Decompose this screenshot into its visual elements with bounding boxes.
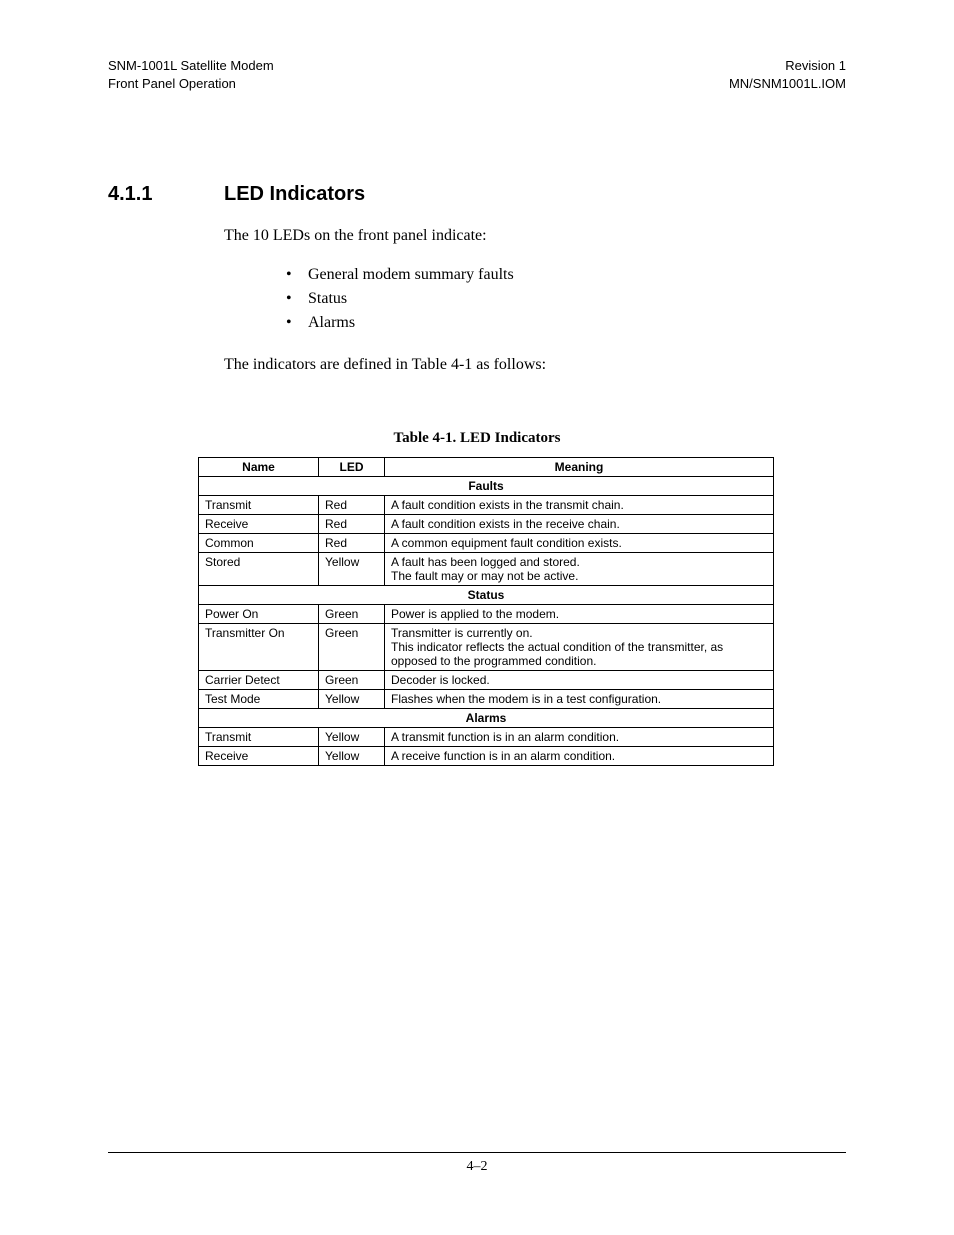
- header-revision: Revision 1: [729, 57, 846, 75]
- table-section-title: Alarms: [199, 708, 774, 727]
- cell-name: Transmit: [199, 727, 319, 746]
- cell-name: Common: [199, 533, 319, 552]
- header-left: SNM-1001L Satellite Modem Front Panel Op…: [108, 57, 274, 93]
- table-header-row: Name LED Meaning: [199, 457, 774, 476]
- led-indicators-table: Name LED Meaning FaultsTransmitRedA faul…: [198, 457, 774, 766]
- cell-meaning: A common equipment fault condition exist…: [385, 533, 774, 552]
- table-row: StoredYellowA fault has been logged and …: [199, 552, 774, 585]
- header-doc-title: SNM-1001L Satellite Modem: [108, 57, 274, 75]
- cell-meaning: Transmitter is currently on. This indica…: [385, 623, 774, 670]
- table-caption: Table 4-1. LED Indicators: [108, 430, 846, 447]
- cell-led: Red: [319, 495, 385, 514]
- after-bullets-text: The indicators are defined in Table 4-1 …: [224, 355, 846, 376]
- bullet-list: General modem summary faults Status Alar…: [308, 263, 846, 335]
- section-header: 4.1.1 LED Indicators: [108, 183, 846, 206]
- cell-meaning: A fault has been logged and stored. The …: [385, 552, 774, 585]
- cell-led: Red: [319, 514, 385, 533]
- cell-meaning: Decoder is locked.: [385, 670, 774, 689]
- cell-led: Green: [319, 623, 385, 670]
- cell-led: Yellow: [319, 727, 385, 746]
- table-row: ReceiveRedA fault condition exists in th…: [199, 514, 774, 533]
- table-section-row: Faults: [199, 476, 774, 495]
- table-row: TransmitYellowA transmit function is in …: [199, 727, 774, 746]
- cell-meaning: A fault condition exists in the receive …: [385, 514, 774, 533]
- cell-name: Power On: [199, 604, 319, 623]
- col-header-name: Name: [199, 457, 319, 476]
- table-section-title: Faults: [199, 476, 774, 495]
- cell-led: Yellow: [319, 689, 385, 708]
- cell-meaning: A transmit function is in an alarm condi…: [385, 727, 774, 746]
- intro-text: The 10 LEDs on the front panel indicate:: [224, 226, 846, 247]
- header-right: Revision 1 MN/SNM1001L.IOM: [729, 57, 846, 93]
- cell-name: Receive: [199, 746, 319, 765]
- col-header-meaning: Meaning: [385, 457, 774, 476]
- cell-led: Yellow: [319, 746, 385, 765]
- section-number: 4.1.1: [108, 183, 224, 206]
- cell-meaning: Power is applied to the modem.: [385, 604, 774, 623]
- page-number: 4–2: [467, 1159, 488, 1174]
- cell-meaning: A receive function is in an alarm condit…: [385, 746, 774, 765]
- cell-name: Transmitter On: [199, 623, 319, 670]
- header-section-name: Front Panel Operation: [108, 75, 274, 93]
- bullet-item: Status: [308, 287, 846, 311]
- table-section-row: Status: [199, 585, 774, 604]
- table-section-title: Status: [199, 585, 774, 604]
- cell-meaning: A fault condition exists in the transmit…: [385, 495, 774, 514]
- page-footer: 4–2: [108, 1152, 846, 1175]
- cell-led: Green: [319, 670, 385, 689]
- col-header-led: LED: [319, 457, 385, 476]
- cell-meaning: Flashes when the modem is in a test conf…: [385, 689, 774, 708]
- cell-name: Stored: [199, 552, 319, 585]
- cell-led: Red: [319, 533, 385, 552]
- table-row: Transmitter OnGreenTransmitter is curren…: [199, 623, 774, 670]
- table-row: Power OnGreenPower is applied to the mod…: [199, 604, 774, 623]
- section-title: LED Indicators: [224, 183, 365, 206]
- cell-name: Receive: [199, 514, 319, 533]
- cell-name: Carrier Detect: [199, 670, 319, 689]
- header-doc-id: MN/SNM1001L.IOM: [729, 75, 846, 93]
- table-section-row: Alarms: [199, 708, 774, 727]
- page-header: SNM-1001L Satellite Modem Front Panel Op…: [108, 57, 846, 93]
- table-row: Test ModeYellowFlashes when the modem is…: [199, 689, 774, 708]
- cell-led: Yellow: [319, 552, 385, 585]
- table-row: CommonRedA common equipment fault condit…: [199, 533, 774, 552]
- table-row: ReceiveYellowA receive function is in an…: [199, 746, 774, 765]
- bullet-item: Alarms: [308, 311, 846, 335]
- cell-led: Green: [319, 604, 385, 623]
- table-row: Carrier DetectGreenDecoder is locked.: [199, 670, 774, 689]
- cell-name: Transmit: [199, 495, 319, 514]
- table-row: TransmitRedA fault condition exists in t…: [199, 495, 774, 514]
- cell-name: Test Mode: [199, 689, 319, 708]
- bullet-item: General modem summary faults: [308, 263, 846, 287]
